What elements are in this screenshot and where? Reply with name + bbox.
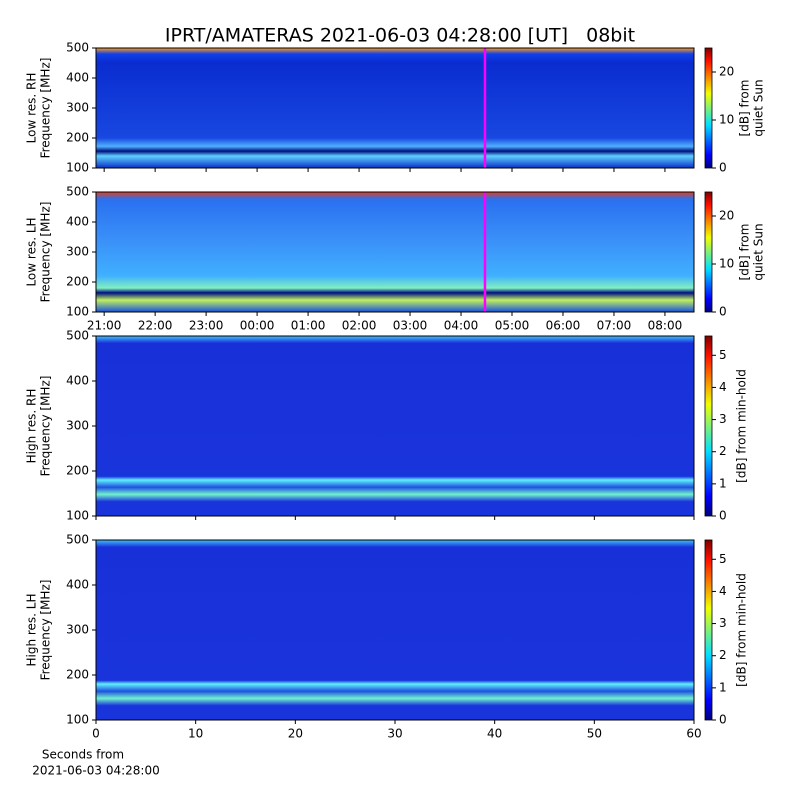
chart-title: IPRT/AMATERAS 2021-06-03 04:28:00 [UT] 0… bbox=[165, 25, 635, 47]
colorbar-tick-label: 5 bbox=[719, 552, 727, 566]
colorbar-tick-label: 1 bbox=[719, 680, 727, 694]
x-tick-label: 07:00 bbox=[597, 319, 632, 333]
x-tick-label: 60 bbox=[686, 727, 701, 741]
colorbar bbox=[704, 47, 713, 169]
x-tick-label: 10 bbox=[188, 727, 203, 741]
x-tick-label: 04:00 bbox=[444, 319, 479, 333]
y-tick-label: 300 bbox=[66, 101, 89, 115]
y-axis-label: Frequency [MHz] bbox=[39, 202, 53, 303]
x-axis-label: 2021-06-03 04:28:00 bbox=[32, 764, 159, 778]
colorbar-tick-label: 10 bbox=[719, 113, 734, 127]
y-tick-label: 200 bbox=[66, 275, 89, 289]
x-tick-label: 0 bbox=[92, 727, 100, 741]
colorbar-tick-label: 2 bbox=[719, 648, 727, 662]
y-tick-label: 500 bbox=[66, 329, 89, 343]
y-tick-label: 500 bbox=[66, 41, 89, 55]
y-tick-label: 400 bbox=[66, 215, 89, 229]
x-tick-label: 20 bbox=[288, 727, 303, 741]
x-tick-label: 08:00 bbox=[648, 319, 683, 333]
colorbar-tick-label: 3 bbox=[719, 412, 727, 426]
x-axis-label: Seconds from bbox=[42, 748, 124, 762]
colorbar-label: quiet Sun bbox=[752, 223, 766, 280]
y-axis-label: Low res. RH bbox=[25, 73, 39, 144]
colorbar-tick-label: 0 bbox=[719, 713, 727, 727]
y-tick-label: 100 bbox=[66, 509, 89, 523]
x-tick-label: 01:00 bbox=[291, 319, 326, 333]
colorbar-label: quiet Sun bbox=[752, 79, 766, 136]
x-tick-label: 50 bbox=[587, 727, 602, 741]
x-tick-label: 21:00 bbox=[87, 319, 122, 333]
y-tick-label: 300 bbox=[66, 245, 89, 259]
spectrogram bbox=[96, 192, 694, 312]
colorbar-tick-label: 10 bbox=[719, 257, 734, 271]
colorbar bbox=[704, 539, 713, 721]
y-tick-label: 200 bbox=[66, 131, 89, 145]
y-axis-label: Frequency [MHz] bbox=[39, 580, 53, 681]
y-tick-label: 100 bbox=[66, 713, 89, 727]
y-tick-label: 300 bbox=[66, 623, 89, 637]
y-axis-label: Frequency [MHz] bbox=[39, 376, 53, 477]
colorbar-tick-label: 4 bbox=[719, 380, 727, 394]
colorbar-tick-label: 5 bbox=[719, 348, 727, 362]
x-tick-label: 00:00 bbox=[240, 319, 275, 333]
colorbar bbox=[704, 191, 713, 313]
colorbar-label: [dB] from bbox=[738, 80, 752, 137]
y-tick-label: 500 bbox=[66, 185, 89, 199]
spectrogram bbox=[96, 48, 694, 168]
spectrogram bbox=[96, 540, 694, 720]
y-tick-label: 100 bbox=[66, 305, 89, 319]
y-tick-label: 400 bbox=[66, 71, 89, 85]
colorbar bbox=[704, 335, 713, 517]
y-axis-label: Frequency [MHz] bbox=[39, 58, 53, 159]
colorbar-tick-label: 3 bbox=[719, 616, 727, 630]
y-tick-label: 300 bbox=[66, 419, 89, 433]
spectrogram bbox=[96, 336, 694, 516]
y-tick-label: 400 bbox=[66, 374, 89, 388]
colorbar-label: [dB] from min-hold bbox=[735, 369, 749, 483]
y-tick-label: 500 bbox=[66, 533, 89, 547]
colorbar-label: [dB] from min-hold bbox=[735, 573, 749, 687]
y-tick-label: 200 bbox=[66, 464, 89, 478]
y-tick-label: 200 bbox=[66, 668, 89, 682]
colorbar-tick-label: 0 bbox=[719, 509, 727, 523]
y-tick-label: 100 bbox=[66, 161, 89, 175]
colorbar-tick-label: 2 bbox=[719, 444, 727, 458]
y-tick-label: 400 bbox=[66, 578, 89, 592]
x-tick-label: 30 bbox=[387, 727, 402, 741]
x-tick-label: 02:00 bbox=[342, 319, 377, 333]
y-axis-label: Low res. LH bbox=[25, 217, 39, 286]
colorbar-tick-label: 20 bbox=[719, 209, 734, 223]
x-tick-label: 03:00 bbox=[393, 319, 428, 333]
x-tick-label: 06:00 bbox=[546, 319, 581, 333]
y-axis-label: High res. LH bbox=[25, 593, 39, 666]
colorbar-tick-label: 0 bbox=[719, 305, 727, 319]
x-tick-label: 05:00 bbox=[495, 319, 530, 333]
colorbar-tick-label: 1 bbox=[719, 476, 727, 490]
colorbar-tick-label: 4 bbox=[719, 584, 727, 598]
colorbar-tick-label: 0 bbox=[719, 161, 727, 175]
y-axis-label: High res. RH bbox=[25, 389, 39, 464]
x-tick-label: 40 bbox=[487, 727, 502, 741]
x-tick-label: 22:00 bbox=[138, 319, 173, 333]
colorbar-label: [dB] from bbox=[738, 224, 752, 281]
x-tick-label: 23:00 bbox=[189, 319, 224, 333]
colorbar-tick-label: 20 bbox=[719, 65, 734, 79]
